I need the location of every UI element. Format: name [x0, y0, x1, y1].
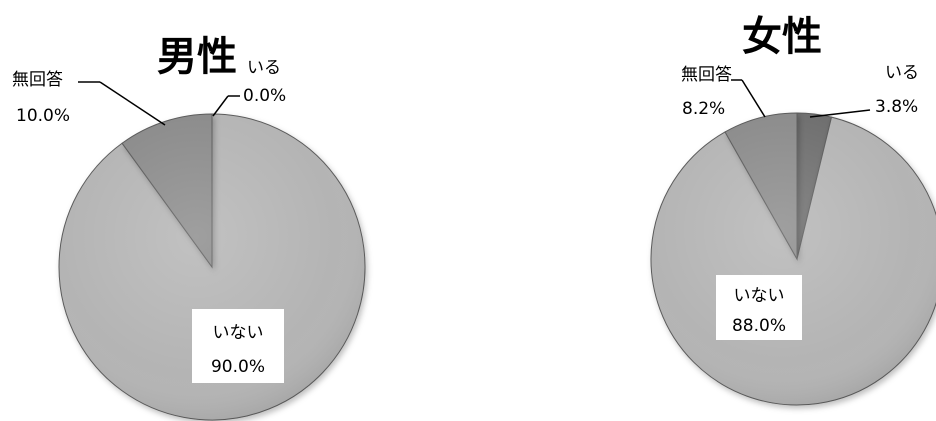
male-leader-mukaito — [99, 81, 166, 126]
female-leader-mukaito — [741, 79, 766, 118]
male-slice-label-box-inai — [192, 309, 284, 383]
male-slice-pct-iru: 0.0% — [243, 86, 286, 106]
female-slice-pct-iru: 3.8% — [875, 97, 918, 117]
male-slice-pct-mukaito: 10.0% — [16, 106, 70, 126]
female-pie-chart: 女性 いる 3.8% 無回答 8.2% いない 88.0% — [650, 14, 936, 406]
male-chart-title: 男性 — [157, 34, 237, 80]
female-slice-pct-inai: 88.0% — [732, 316, 786, 336]
female-slice-label-inai: いない — [734, 286, 785, 306]
male-leader-iru — [212, 95, 229, 117]
female-chart-title: 女性 — [742, 14, 822, 60]
male-pie-chart: 男性 いる 0.0% 無回答 10.0% いない 90.0% — [12, 34, 366, 421]
male-slice-label-iru: いる — [247, 58, 281, 78]
female-slice-label-iru: いる — [885, 63, 919, 83]
female-leader-iru — [809, 109, 871, 118]
female-pie-slices — [650, 112, 936, 406]
female-slice-label-box-inai — [716, 275, 802, 340]
female-slice-pct-mukaito: 8.2% — [682, 99, 725, 119]
male-slice-pct-inai: 90.0% — [211, 357, 265, 377]
female-slice-label-mukaito: 無回答 — [681, 65, 732, 85]
male-slice-label-inai: いない — [213, 323, 264, 343]
male-slice-label-mukaito: 無回答 — [12, 70, 63, 90]
